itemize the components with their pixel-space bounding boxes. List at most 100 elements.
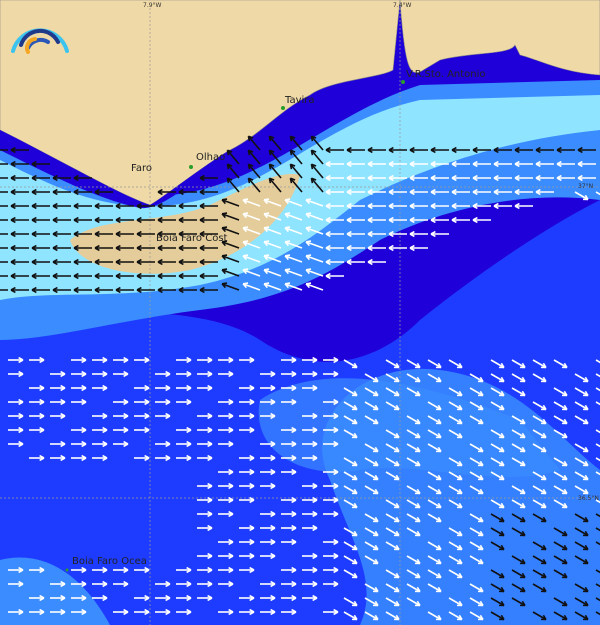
current-arrow (343, 485, 358, 495)
current-arrow-head (351, 390, 358, 397)
current-arrow-head (561, 404, 568, 411)
current-arrow-head (372, 404, 379, 411)
current-arrow (532, 555, 547, 565)
current-arrow (268, 149, 282, 165)
current-arrow-head (312, 482, 318, 490)
current-arrow (574, 457, 589, 467)
buoy-faro-oceanica[interactable]: Boia Faro Ocea (72, 556, 147, 567)
current-arrow (364, 597, 379, 607)
place-vrsa[interactable]: V.R.Sto. Antonio (406, 69, 486, 80)
current-arrow-head (477, 614, 484, 621)
current-arrow-head (498, 404, 505, 411)
current-arrow-head (477, 530, 484, 537)
current-arrow-head (157, 272, 163, 280)
current-arrow-head (346, 146, 352, 154)
current-arrow (284, 241, 303, 249)
current-arrow-head (333, 552, 339, 560)
current-arrow-head (18, 398, 24, 406)
current-arrow (532, 541, 547, 551)
current-arrow-head (430, 146, 436, 154)
current-arrow-head (498, 362, 505, 369)
current-arrow-head (186, 426, 192, 434)
current-arrow-head (136, 216, 142, 224)
current-arrow-head (519, 418, 526, 425)
current-arrow-head (207, 580, 213, 588)
current-arrow-head (312, 356, 318, 364)
current-arrow-head (291, 566, 297, 574)
current-arrow-head (561, 390, 568, 397)
current-arrow-head (115, 216, 121, 224)
current-arrow (469, 415, 484, 425)
current-arrow-head (165, 594, 171, 602)
current-arrow (406, 429, 421, 439)
current-arrow-head (284, 240, 291, 247)
place-tavira[interactable]: Tavira (285, 95, 315, 106)
current-arrow-head (388, 230, 394, 238)
current-arrow-head (186, 384, 192, 392)
current-arrow-head (165, 454, 171, 462)
current-arrow-head (94, 202, 100, 210)
current-arrow-head (207, 482, 213, 490)
current-arrow-head (561, 558, 568, 565)
current-arrow-head (414, 600, 421, 607)
current-arrow-head (270, 398, 276, 406)
current-arrow-head (582, 460, 589, 467)
current-arrow-head (372, 558, 379, 565)
current-arrow-head (582, 586, 589, 593)
current-arrow (364, 401, 379, 411)
current-arrow-head (325, 258, 331, 266)
current-arrow-head (39, 412, 45, 420)
current-arrow-head (263, 226, 270, 233)
current-arrow (490, 373, 505, 383)
current-arrow (553, 527, 568, 537)
current-arrow-head (18, 566, 24, 574)
current-arrow-head (414, 488, 421, 495)
station-markers (65, 80, 405, 572)
current-arrow-head (456, 404, 463, 411)
current-arrow (469, 555, 484, 565)
current-arrow-head (477, 474, 484, 481)
current-arrow-head (540, 432, 547, 439)
current-arrow-head (186, 398, 192, 406)
current-arrow-head (582, 614, 589, 621)
current-arrow-head (305, 226, 312, 233)
current-arrow-head (102, 412, 108, 420)
current-arrow-head (333, 370, 339, 378)
current-arrow-head (157, 244, 163, 252)
current-arrow-head (372, 600, 379, 607)
current-arrow (263, 255, 282, 263)
current-arrow-head (178, 286, 184, 294)
current-arrow-head (430, 174, 436, 182)
lon-label: 7.4°W (393, 2, 412, 9)
current-arrow-head (221, 212, 228, 219)
current-arrow-head (346, 216, 352, 224)
current-arrow-head (263, 254, 270, 261)
current-arrow (310, 135, 324, 151)
place-faro[interactable]: Faro (131, 163, 152, 174)
place-olhao[interactable]: Olhao (196, 152, 226, 163)
current-arrow-head (102, 580, 108, 588)
current-arrow-head (305, 282, 312, 289)
current-arrow (406, 373, 421, 383)
current-arrow (268, 177, 282, 193)
current-arrow (385, 513, 400, 523)
current-arrow-head (346, 244, 352, 252)
current-arrow-head (451, 188, 457, 196)
current-arrow (305, 227, 324, 235)
current-arrow-head (310, 149, 317, 156)
current-arrow-head (477, 404, 484, 411)
current-arrow (490, 443, 505, 453)
current-arrow-head (284, 212, 291, 219)
current-arrow-head (430, 188, 436, 196)
current-arrow (385, 457, 400, 467)
current-arrow-head (136, 272, 142, 280)
current-arrow (595, 513, 600, 518)
current-arrow-head (81, 370, 87, 378)
current-arrow-head (372, 544, 379, 551)
current-arrow-head (409, 188, 415, 196)
current-arrow-head (312, 440, 318, 448)
current-arrow-head (270, 468, 276, 476)
buoy-faro-costeira[interactable]: Boia Faro Cost (156, 233, 228, 244)
current-arrow-head (81, 454, 87, 462)
